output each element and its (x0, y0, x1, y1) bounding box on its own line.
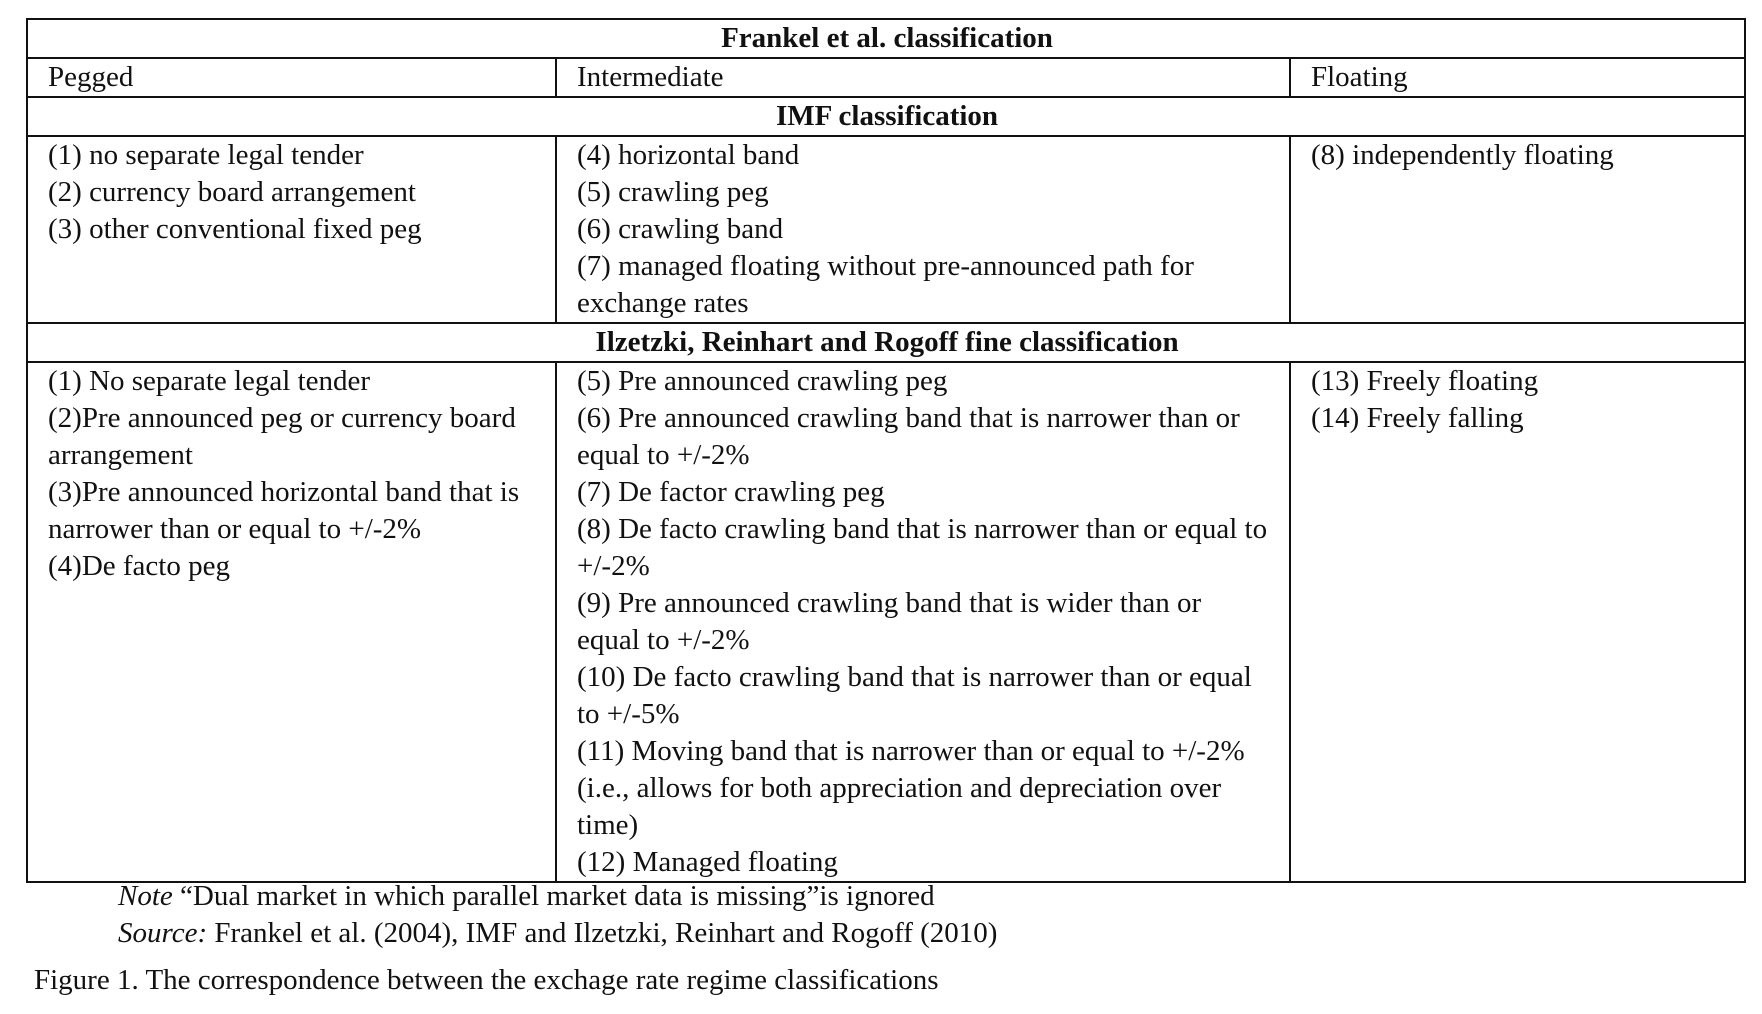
list-item: (1) no separate legal tender (48, 139, 364, 171)
imf-classification-title: IMF classification (25, 96, 1747, 137)
source-line: Source: Frankel et al. (2004), IMF and I… (118, 915, 997, 952)
imf-pegged-cell: (1) no separate legal tender (2) currenc… (26, 135, 557, 324)
list-item: (1) No separate legal tender (48, 365, 371, 397)
list-item: (10) De facto crawling band that is narr… (577, 661, 1252, 730)
list-item: (2)Pre announced peg or currency board a… (48, 402, 516, 471)
irr-floating-cell: (13) Freely floating (14) Freely falling (1288, 361, 1747, 883)
note-line: Note “Dual market in which parallel mark… (118, 878, 997, 915)
column-label-pegged: Pegged (26, 57, 557, 98)
list-item: (5) crawling peg (577, 176, 769, 208)
list-item: (9) Pre announced crawling band that is … (577, 587, 1202, 656)
column-label-intermediate: Intermediate (555, 57, 1291, 98)
list-item: (3) other conventional fixed peg (48, 213, 422, 245)
table-notes: Note “Dual market in which parallel mark… (118, 878, 997, 952)
list-item: (11) Moving band that is narrower than o… (577, 735, 1245, 841)
irr-title-row: Ilzetzki, Reinhart and Rogoff fine class… (25, 322, 1747, 363)
list-item: (7) De factor crawling peg (577, 476, 885, 508)
list-item: (6) crawling band (577, 213, 784, 245)
imf-intermediate-cell: (4) horizontal band (5) crawling peg (6)… (555, 135, 1291, 324)
figure-caption: Figure 1. The correspondence between the… (34, 964, 939, 996)
list-item: (12) Managed floating (577, 846, 838, 878)
imf-content-row: (1) no separate legal tender (2) currenc… (26, 135, 1747, 324)
frankel-columns-row: Pegged Intermediate Floating (26, 57, 1747, 98)
imf-floating-cell: (8) independently floating (1288, 135, 1747, 324)
frankel-title-row: Frankel et al. classification (25, 18, 1747, 59)
irr-pegged-cell: (1) No separate legal tender (2)Pre anno… (26, 361, 557, 883)
classification-figure: Frankel et al. classification Pegged Int… (25, 18, 1747, 883)
list-item: (4)De facto peg (48, 550, 230, 582)
imf-title-row: IMF classification (25, 96, 1747, 137)
list-item: (8) independently floating (1311, 139, 1614, 171)
list-item: (13) Freely floating (1311, 365, 1539, 397)
frankel-classification-title: Frankel et al. classification (25, 18, 1747, 59)
note-label: Note (118, 880, 173, 912)
list-item: (2) currency board arrangement (48, 176, 416, 208)
list-item: (5) Pre announced crawling peg (577, 365, 948, 397)
note-text: “Dual market in which parallel market da… (172, 880, 935, 912)
classification-table: Frankel et al. classification Pegged Int… (25, 18, 1747, 883)
source-label: Source: (118, 917, 208, 949)
column-label-floating: Floating (1288, 57, 1747, 98)
list-item: (7) managed floating without pre-announc… (577, 250, 1194, 319)
list-item: (3)Pre announced horizontal band that is… (48, 476, 520, 545)
list-item: (6) Pre announced crawling band that is … (577, 402, 1240, 471)
source-text: Frankel et al. (2004), IMF and Ilzetzki,… (207, 917, 998, 949)
list-item: (4) horizontal band (577, 139, 800, 171)
irr-content-row: (1) No separate legal tender (2)Pre anno… (26, 361, 1747, 883)
list-item: (14) Freely falling (1311, 402, 1524, 434)
irr-classification-title: Ilzetzki, Reinhart and Rogoff fine class… (25, 322, 1747, 363)
irr-intermediate-cell: (5) Pre announced crawling peg (6) Pre a… (555, 361, 1291, 883)
list-item: (8) De facto crawling band that is narro… (577, 513, 1268, 582)
